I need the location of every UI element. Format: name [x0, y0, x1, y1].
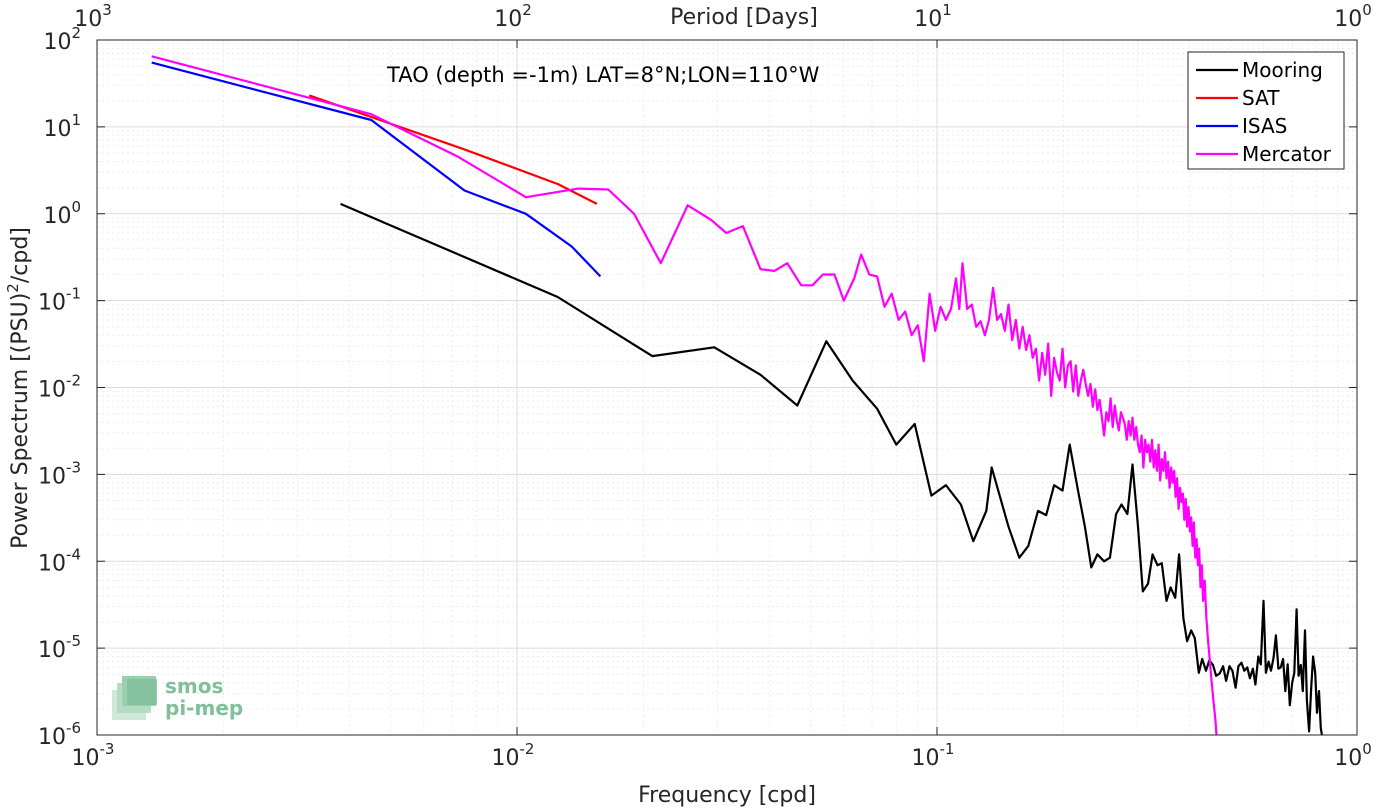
legend-label-sat: SAT	[1242, 86, 1280, 110]
series-line-isas	[151, 61, 602, 278]
series-line-mooring	[340, 202, 1323, 736]
top-tick-label: 103	[74, 1, 112, 32]
x-axis-title: Frequency [cpd]	[638, 783, 816, 808]
logo-layer	[127, 679, 157, 705]
legend-label-mooring: Mooring	[1242, 58, 1323, 82]
top-tick-label: 100	[1334, 1, 1372, 32]
x-tick-label: 100	[1334, 740, 1372, 771]
legend: Mooring SAT ISAS Mercator	[1187, 51, 1345, 170]
x-tick-label: 10-1	[912, 740, 955, 771]
top-axis-title: Period [Days]	[670, 5, 818, 30]
y-axis-title-main: Power Spectrum [(PSU)	[8, 293, 33, 549]
legend-box	[1187, 51, 1345, 170]
y-tick-label: 10-4	[38, 545, 81, 576]
x-tick-label: 10-2	[492, 740, 535, 771]
legend-items: Mooring SAT ISAS Mercator	[1196, 58, 1332, 166]
x-tick-label: 10-3	[72, 740, 115, 771]
top-tick-label: 102	[494, 1, 532, 32]
y-axis-title-tail: /cpd]	[8, 227, 33, 283]
grid	[96, 40, 1357, 736]
series-lines	[151, 55, 1323, 736]
y-axis-title: Power Spectrum [(PSU)2/cpd]	[4, 227, 33, 549]
top-tick-label: 101	[914, 1, 952, 32]
smos-pi-mep-logo: smos pi-mep	[112, 674, 243, 720]
logo-line2: pi-mep	[165, 696, 243, 720]
legend-label-mercator: Mercator	[1242, 142, 1332, 166]
y-tick-label: 10-1	[38, 285, 81, 316]
series-line-mercator	[151, 55, 1218, 736]
y-tick-label: 10-5	[38, 632, 81, 663]
y-tick-label: 102	[43, 24, 81, 55]
y-tick-label: 100	[43, 198, 81, 229]
logo-line1: smos	[165, 674, 223, 698]
y-tick-label: 10-3	[38, 458, 81, 489]
legend-label-isas: ISAS	[1242, 114, 1287, 138]
y-tick-label: 10-2	[38, 372, 81, 403]
y-axis-title-sup: 2	[4, 283, 22, 293]
y-tick-label: 101	[43, 111, 81, 142]
y-tick-label: 10-6	[38, 719, 81, 750]
annotation-text: TAO (depth =-1m) LAT=8°N;LON=110°W	[386, 63, 820, 87]
